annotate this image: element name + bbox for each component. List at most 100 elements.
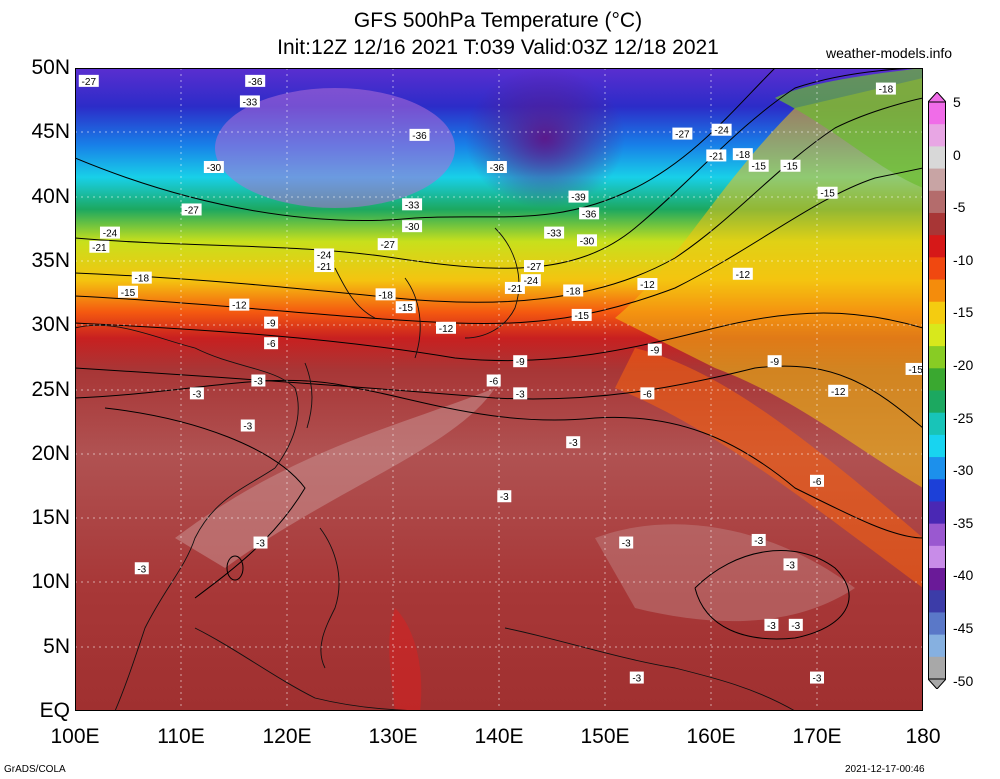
lon-label: 130E [368,725,418,748]
svg-text:-12: -12 [439,324,454,335]
svg-text:-3: -3 [569,438,578,449]
credit-label: weather-models.info [826,45,953,61]
contour-lines [75,68,923,640]
svg-text:-6: -6 [813,477,822,488]
svg-text:-39: -39 [571,193,586,204]
svg-text:-24: -24 [714,126,729,137]
colorbar-segment [928,656,946,680]
lon-label: 140E [474,725,524,748]
svg-text:-3: -3 [813,674,822,685]
contour-label: -3 [788,618,803,632]
contour-label: -18 [732,148,753,161]
colorbar-segment [928,457,946,480]
lat-label: 45N [31,120,70,144]
svg-text:-18: -18 [135,274,150,285]
lat-label: 5N [43,634,70,658]
svg-text:-21: -21 [508,284,523,295]
contour-label: -15 [571,308,592,322]
contour-label: -12 [637,278,658,291]
contour-label: -12 [229,298,250,312]
colorbar-segment [928,102,946,125]
colorbar-tick-label: -5 [953,199,966,216]
svg-text:-36: -36 [490,163,505,174]
contour-label: -3 [619,536,634,550]
lat-label: 20N [31,441,70,465]
contour-label: -12 [828,384,849,398]
colorbar-segment [928,279,946,303]
pacific-light-region [595,524,855,622]
contour-label: -3 [251,374,266,387]
contour-label: -3 [240,419,255,433]
colorbar-segment [928,590,946,613]
svg-text:-24: -24 [317,250,332,261]
colorbar-segment [928,412,946,436]
contour-label: -3 [764,618,779,632]
svg-text:-9: -9 [267,319,276,330]
svg-text:-15: -15 [820,189,835,200]
contour-label-layer: -27 -36-33-36-30 -36-27 -33-39-36-30-33-30-… [78,74,923,685]
svg-text:-36: -36 [412,131,427,142]
lon-label: 180 [905,725,941,748]
contour-label: -21 [314,260,335,273]
colorbar-segment [928,146,946,170]
colorbar-tick-label: -35 [953,514,974,531]
svg-text:-24: -24 [103,229,118,240]
contour-label: -3 [810,671,824,685]
contour-label: -3 [497,490,512,503]
contour-label: -18 [563,284,584,297]
contour-label: -15 [905,362,923,376]
contour-label: -3 [566,436,581,449]
svg-text:-3: -3 [254,376,263,387]
colorbar-segment [928,568,946,591]
contour-label: -9 [767,355,782,368]
colorbar-segment [928,257,946,281]
equatorial-red-streak [389,608,422,711]
svg-text:-21: -21 [92,243,107,254]
contour-label: -30 [576,234,597,247]
svg-text:-18: -18 [566,286,581,297]
colorbar-segment [928,235,946,258]
svg-text:-12: -12 [736,270,751,281]
svg-text:-9: -9 [516,357,525,368]
svg-text:-12: -12 [831,387,846,398]
tropical-light-band [175,388,495,568]
lat-label: 35N [31,248,70,272]
colorbar-segment [928,212,946,236]
colorbar-segment [928,434,946,458]
svg-text:-27: -27 [527,262,542,273]
contour-label: -27 [672,127,693,141]
svg-text:-15: -15 [783,162,798,173]
east-green-band [775,68,923,188]
svg-text:-27: -27 [380,240,395,251]
svg-text:-36: -36 [582,209,597,220]
svg-text:-3: -3 [192,389,201,400]
lon-label: 120E [262,725,312,748]
svg-text:-3: -3 [500,492,509,503]
colorbar [928,92,946,689]
footer-left: GrADS/COLA [4,764,66,775]
contour-label: -33 [544,226,565,240]
svg-text:-12: -12 [232,301,247,312]
svg-text:-3: -3 [754,536,763,547]
lat-label: 10N [31,570,70,594]
svg-text:-30: -30 [207,163,222,174]
colorbar-tick-label: -30 [953,462,974,479]
svg-text:-3: -3 [256,539,265,550]
contour-label: -21 [89,240,110,254]
contour-label: -15 [817,186,838,200]
graticule [75,68,923,711]
svg-text:-15: -15 [574,311,589,322]
svg-text:-33: -33 [405,200,420,211]
contour-label: -15 [780,159,801,173]
contour-label: -6 [264,337,279,350]
svg-text:-27: -27 [184,205,199,216]
colorbar-frame [928,101,946,680]
contour-label: -36 [579,207,600,220]
svg-text:-3: -3 [243,422,252,433]
svg-text:-6: -6 [267,339,276,350]
contour-label: -39 [568,190,589,204]
contour-label: -6 [810,474,824,488]
lat-label: 15N [31,506,70,530]
svg-text:-3: -3 [786,560,795,571]
footer-right: 2021-12-17-00:46 [845,764,925,775]
